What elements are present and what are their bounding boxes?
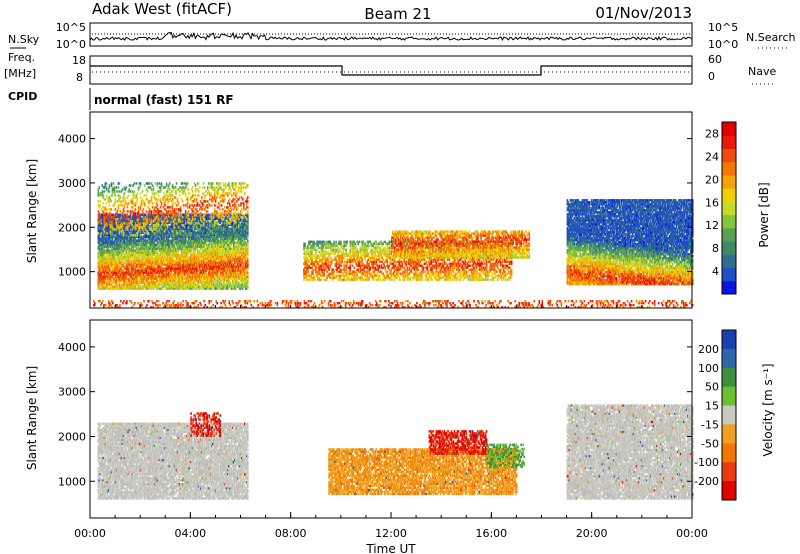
cpid-text: normal (fast) 151 RF [94,93,234,107]
nave-label: Nave [748,65,776,78]
cpid-label: CPID [8,90,37,103]
date-title: 01/Nov/2013 [595,4,692,22]
nsky-label: N.Sky [8,33,40,46]
freq-unit: [MHz] [4,67,36,80]
nsky-tick-bottom: 10^0 [56,38,86,51]
nsearch-tick-top: 10^5 [708,21,738,34]
nsearch-label: N.Search [746,31,796,44]
nsky-panel: N.Sky 10^5 10^0 10^5 10^0 N.Search [8,21,796,51]
radar-summary-plot: Adak West (fitACF) Beam 21 01/Nov/2013 N… [0,0,800,554]
freq-panel: Freq. [MHz] 18 8 60 0 Nave [4,51,776,84]
nsky-tick-top: 10^5 [56,21,86,34]
freq-trace [90,66,692,75]
station-title: Adak West (fitACF) [92,0,232,18]
freq-tick-bottom: 8 [76,71,83,84]
nsky-trace-line [90,33,692,41]
nave-tick-top: 60 [708,53,722,66]
freq-tick-top: 18 [72,54,86,67]
freq-label: Freq. [8,51,35,64]
nsearch-tick-bottom: 10^0 [708,38,738,51]
nave-tick-bottom: 0 [708,70,715,83]
beam-title: Beam 21 [364,5,431,23]
